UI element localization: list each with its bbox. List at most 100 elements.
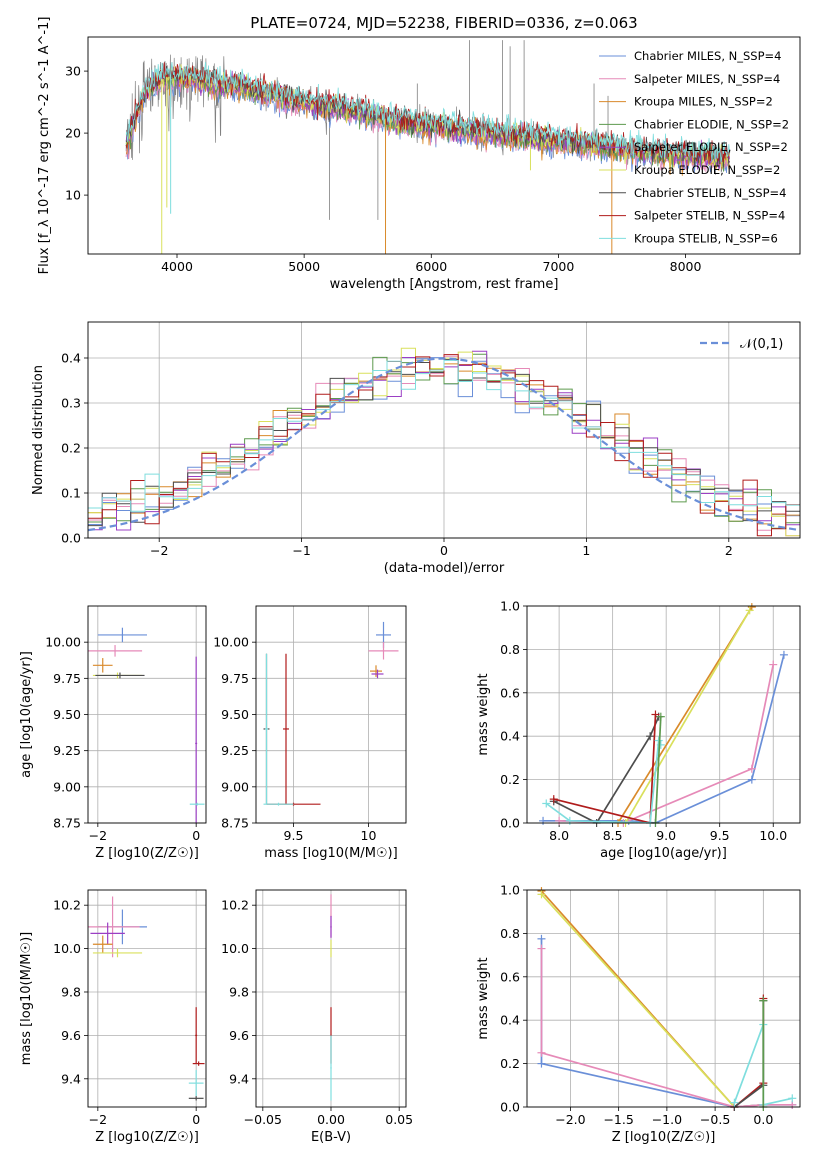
y-tick-label: 8.75 (221, 816, 249, 831)
y-axis-label: age [log10(age/yr)] (19, 651, 34, 778)
y-tick-label: 9.75 (53, 671, 81, 686)
x-tick-label: 5000 (288, 259, 320, 274)
y-tick-label: 9.8 (229, 984, 249, 999)
y-tick-label: 10.00 (213, 635, 249, 650)
y-tick-label: 9.4 (61, 1071, 81, 1086)
weight-line-3 (617, 606, 753, 823)
legend-label: Kroupa MILES, N_SSP=2 (634, 95, 773, 109)
axes-frame (87, 321, 801, 539)
x-tick-label: 2 (725, 543, 733, 558)
x-tick-label: 6000 (415, 259, 447, 274)
y-tick-label: 0.2 (500, 772, 520, 787)
weight-line-6 (553, 714, 657, 823)
x-tick-label: 0.00 (317, 1112, 345, 1127)
x-tick-label: 8.5 (603, 828, 623, 843)
x-axis-label: Z [log10(Z/Z☉)] (95, 846, 199, 861)
y-tick-label: 9.50 (221, 707, 249, 722)
y-tick-label: 0.8 (500, 926, 520, 941)
y-axis-label: mass weight (476, 957, 491, 1039)
y-tick-label: 8.75 (53, 816, 81, 831)
x-axis-label: Z [log10(Z/Z☉)] (612, 1130, 716, 1145)
x-tick-label: −2 (89, 1112, 107, 1127)
y-tick-label: 9.8 (61, 984, 81, 999)
x-tick-label: 0.0 (753, 1112, 773, 1127)
y-tick-label: 0.2 (61, 441, 81, 456)
x-tick-label: −1.5 (603, 1112, 633, 1127)
y-tick-label: 0.4 (500, 1013, 520, 1028)
residual-histogram-9 (88, 359, 800, 512)
y-axis-label: Flux [f_λ 10^-17 erg cm^-2 s^-1 A^-1] (37, 17, 52, 275)
x-tick-label: −2 (89, 828, 107, 843)
x-tick-label: −1.0 (652, 1112, 682, 1127)
y-tick-label: 0.0 (500, 1100, 520, 1115)
y-tick-label: 10.00 (45, 635, 81, 650)
weight-line-4 (624, 609, 751, 823)
legend-label: Salpeter ELODIE, N_SSP=2 (634, 140, 788, 154)
x-axis-label: wavelength [Angstrom, rest frame] (330, 277, 559, 292)
y-tick-label: 1.0 (500, 883, 520, 898)
panel-5: 8.0 8.5 9.0 9.5 10.0 0.0 0.2 0.4 0.6 0.8 1.0 age [l… (476, 599, 801, 861)
panel-6: −2 0 9.4 9.6 9.8 10.0 10.2 Z [log10(Z/Z☉)] mass … (19, 889, 207, 1145)
y-tick-label: 0.4 (61, 351, 81, 366)
axes-frame (87, 36, 801, 255)
x-tick-label: 7000 (543, 259, 575, 274)
y-tick-label: 9.6 (229, 1028, 249, 1043)
weight-line-2 (540, 893, 764, 1107)
axes-frame (526, 889, 801, 1108)
y-tick-label: 0.3 (61, 396, 81, 411)
axes-frame (255, 889, 407, 1108)
weight-line-1 (540, 890, 764, 1107)
x-tick-label: −0.05 (244, 1112, 282, 1127)
y-tick-label: 9.25 (53, 743, 81, 758)
y-axis-label: Normed distribution (31, 365, 46, 495)
y-tick-label: 10.0 (221, 941, 249, 956)
axes-frame (255, 605, 407, 824)
y-tick-label: 9.00 (221, 779, 249, 794)
x-tick-label: 0.05 (385, 1112, 413, 1127)
y-tick-label: 0.0 (500, 816, 520, 831)
axes-frame (87, 889, 207, 1108)
legend-label: 𝒩(0,1) (740, 337, 783, 352)
x-axis-label: E(B-V) (311, 1130, 351, 1145)
y-tick-label: 0.8 (500, 642, 520, 657)
y-tick-label: 10.0 (53, 941, 81, 956)
x-tick-label: −0.5 (700, 1112, 730, 1127)
y-tick-label: 0.2 (500, 1056, 520, 1071)
x-tick-label: 1 (582, 543, 590, 558)
x-tick-label: 9.5 (284, 828, 304, 843)
chart-title: PLATE=0724, MJD=52238, FIBERID=0336, z=0… (250, 14, 637, 32)
x-axis-label: mass [log10(M/M☉)] (264, 846, 397, 861)
x-tick-label: 9.0 (656, 828, 676, 843)
legend-label: Salpeter STELIB, N_SSP=4 (634, 209, 785, 223)
panel-4: 9.5 10 8.75 9.00 9.25 9.50 9.75 10.00 mass [log1… (213, 605, 407, 861)
legend-label: Chabrier MILES, N_SSP=4 (634, 49, 781, 63)
x-tick-label: 4000 (161, 259, 193, 274)
y-tick-label: 20 (65, 126, 81, 141)
y-tick-label: 10.2 (221, 898, 249, 913)
y-tick-label: 0.6 (500, 969, 520, 984)
normal-curve (88, 357, 800, 532)
y-tick-label: 0.0 (61, 531, 81, 546)
y-tick-label: 0.4 (500, 729, 520, 744)
legend-label: Kroupa STELIB, N_SSP=6 (634, 231, 778, 245)
axes-frame (87, 605, 207, 824)
y-tick-label: 9.50 (53, 707, 81, 722)
x-tick-label: −2 (150, 543, 168, 558)
y-tick-label: 9.00 (53, 779, 81, 794)
y-tick-label: 10.2 (53, 898, 81, 913)
x-tick-label: −1 (292, 543, 310, 558)
x-tick-label: 0 (440, 543, 448, 558)
y-tick-label: 9.75 (221, 671, 249, 686)
panel-1: 4000 5000 6000 7000 8000 10 20 30 PLATE=0724, MJ… (37, 14, 801, 292)
weight-line-8 (654, 716, 662, 823)
x-axis-label: Z [log10(Z/Z☉)] (95, 1130, 199, 1145)
y-tick-label: 1.0 (500, 599, 520, 614)
y-axis-label: mass weight (476, 673, 491, 755)
model-spectrum-9 (125, 62, 730, 163)
y-tick-label: 30 (65, 64, 81, 79)
x-tick-label: −2.0 (555, 1112, 585, 1127)
axes-frame (526, 605, 801, 824)
panel-2: −2 −1 0 1 2 0.0 0.1 0.2 0.3 0.4 𝒩(0,1) (data-model)… (31, 321, 801, 576)
x-tick-label: 8.0 (549, 828, 569, 843)
x-tick-label: 0 (192, 828, 200, 843)
